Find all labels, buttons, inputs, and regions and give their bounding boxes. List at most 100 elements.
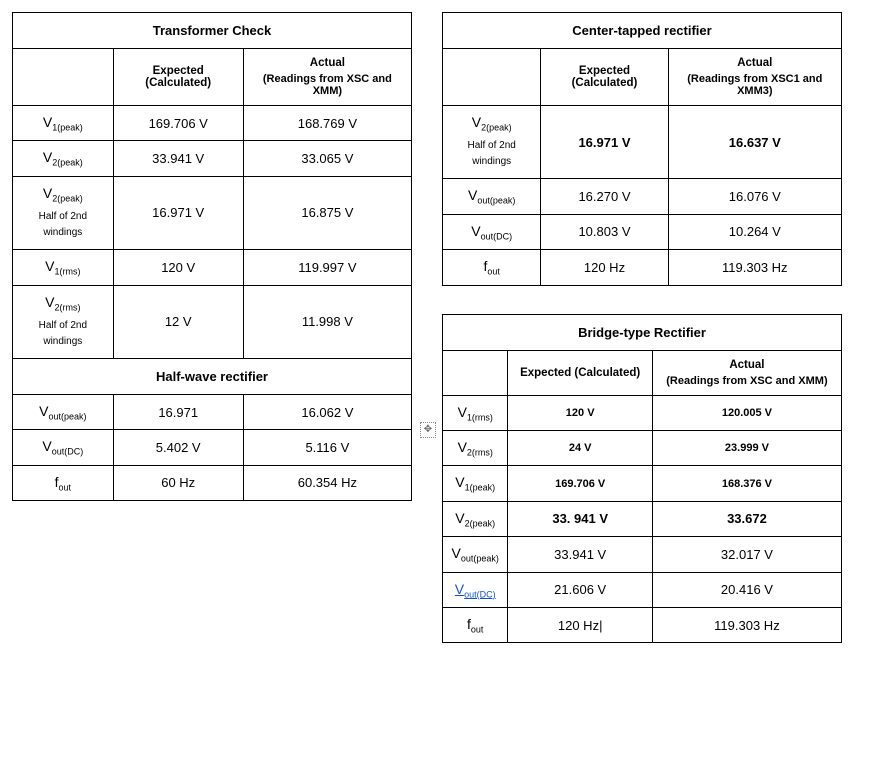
expected-cell: 16.971 V xyxy=(113,176,243,249)
actual-main: Actual xyxy=(310,57,345,69)
actual-cell: 5.116 V xyxy=(243,430,411,465)
param-cell: V1(peak) xyxy=(13,106,114,141)
expected-cell: 5.402 V xyxy=(113,430,243,465)
bridge-title: Bridge-type Rectifier xyxy=(443,314,842,350)
actual-cell: 16.062 V xyxy=(243,394,411,429)
expected-cell[interactable]: 120 Hz xyxy=(508,607,652,642)
expected-cell: 120 V xyxy=(508,395,652,430)
actual-main: Actual xyxy=(737,57,772,69)
table-row: V2(rms)Half of 2nd windings 12 V 11.998 … xyxy=(13,285,412,358)
table-row: V1(rms) 120 V 119.997 V xyxy=(13,250,412,285)
expected-cell: 16.971 xyxy=(113,394,243,429)
table-row: V1(peak) 169.706 V 168.769 V xyxy=(13,106,412,141)
param-cell: Vout(peak) xyxy=(443,537,508,572)
actual-header: Actual (Readings from XSC and XMM) xyxy=(652,350,841,395)
table-row: Vout(peak) 16.270 V 16.076 V xyxy=(443,179,842,214)
expected-cell: 33. 941 V xyxy=(508,501,652,536)
actual-cell: 120.005 V xyxy=(652,395,841,430)
actual-cell: 32.017 V xyxy=(652,537,841,572)
param-cell: V2(peak)Half of 2nd windings xyxy=(443,106,541,179)
expected-cell: 60 Hz xyxy=(113,465,243,500)
param-cell: Vout(peak) xyxy=(443,179,541,214)
actual-cell: 119.997 V xyxy=(243,250,411,285)
expected-cell: 33.941 V xyxy=(508,537,652,572)
param-cell: V1(rms) xyxy=(13,250,114,285)
blank-header xyxy=(443,350,508,395)
header-row: Expected (Calculated) Actual (Readings f… xyxy=(13,49,412,106)
header-row: Expected (Calculated) Actual (Readings f… xyxy=(443,49,842,106)
expected-cell: 21.606 V xyxy=(508,572,652,607)
table-row: Vout(peak) 16.971 16.062 V xyxy=(13,394,412,429)
expected-cell: 33.941 V xyxy=(113,141,243,176)
blank-header xyxy=(13,49,114,106)
right-column: Center-tapped rectifier Expected (Calcul… xyxy=(442,12,842,643)
param-cell: Vout(peak) xyxy=(13,394,114,429)
layout-root: Transformer Check Expected (Calculated) … xyxy=(12,12,869,643)
param-cell: V2(peak) xyxy=(13,141,114,176)
actual-cell: 11.998 V xyxy=(243,285,411,358)
actual-cell: 168.769 V xyxy=(243,106,411,141)
table-title-row: Center-tapped rectifier xyxy=(443,13,842,49)
expected-cell: 24 V xyxy=(508,430,652,465)
expected-cell: 169.706 V xyxy=(113,106,243,141)
actual-sub: (Readings from XSC and XMM) xyxy=(250,73,405,97)
actual-cell: 33.672 xyxy=(652,501,841,536)
table-row: V2(peak)Half of 2nd windings 16.971 V 16… xyxy=(443,106,842,179)
actual-sub: (Readings from XSC1 and XMM3) xyxy=(675,73,835,97)
table-row: Vout(peak) 33.941 V 32.017 V xyxy=(443,537,842,572)
actual-sub: (Readings from XSC and XMM) xyxy=(659,375,835,387)
table-row: V2(rms) 24 V 23.999 V xyxy=(443,430,842,465)
table-row: V2(peak)Half of 2nd windings 16.971 V 16… xyxy=(13,176,412,249)
expected-header: Expected (Calculated) xyxy=(113,49,243,106)
table-title-row: Bridge-type Rectifier xyxy=(443,314,842,350)
expected-cell: 169.706 V xyxy=(508,466,652,501)
expected-cell: 16.270 V xyxy=(541,179,668,214)
param-cell: V1(peak) xyxy=(443,466,508,501)
blank-header xyxy=(443,49,541,106)
param-cell: V2(rms)Half of 2nd windings xyxy=(13,285,114,358)
table-row: V2(peak) 33. 941 V 33.672 xyxy=(443,501,842,536)
param-cell: V2(peak) xyxy=(443,501,508,536)
table-title-row: Transformer Check xyxy=(13,13,412,49)
actual-cell: 10.264 V xyxy=(668,214,841,249)
actual-cell: 16.076 V xyxy=(668,179,841,214)
param-cell: fout xyxy=(443,250,541,285)
param-cell: Vout(DC) xyxy=(443,214,541,249)
param-cell: Vout(DC) xyxy=(443,572,508,607)
transformer-table: Transformer Check Expected (Calculated) … xyxy=(12,12,412,501)
expected-cell: 120 Hz xyxy=(541,250,668,285)
actual-cell: 23.999 V xyxy=(652,430,841,465)
table-anchor-icon[interactable]: ✥ xyxy=(420,422,436,438)
table-row: Vout(DC) 21.606 V 20.416 V xyxy=(443,572,842,607)
table-row: Vout(DC) 5.402 V 5.116 V xyxy=(13,430,412,465)
table-row: V1(peak) 169.706 V 168.376 V xyxy=(443,466,842,501)
actual-cell: 60.354 Hz xyxy=(243,465,411,500)
table-row: V1(rms) 120 V 120.005 V xyxy=(443,395,842,430)
actual-cell: 16.875 V xyxy=(243,176,411,249)
table-row: fout 60 Hz 60.354 Hz xyxy=(13,465,412,500)
expected-cell: 12 V xyxy=(113,285,243,358)
expected-cell: 16.971 V xyxy=(541,106,668,179)
table-row: V2(peak) 33.941 V 33.065 V xyxy=(13,141,412,176)
param-cell: fout xyxy=(443,607,508,642)
param-cell: V2(rms) xyxy=(443,430,508,465)
centertap-title: Center-tapped rectifier xyxy=(443,13,842,49)
param-cell: Vout(DC) xyxy=(13,430,114,465)
actual-header: Actual (Readings from XSC and XMM) xyxy=(243,49,411,106)
actual-header: Actual (Readings from XSC1 and XMM3) xyxy=(668,49,841,106)
table-row: fout 120 Hz 119.303 Hz xyxy=(443,250,842,285)
bridge-table: Bridge-type Rectifier Expected (Calculat… xyxy=(442,314,842,644)
centertap-table: Center-tapped rectifier Expected (Calcul… xyxy=(442,12,842,286)
actual-cell: 16.637 V xyxy=(668,106,841,179)
header-row: Expected (Calculated) Actual (Readings f… xyxy=(443,350,842,395)
expected-header: Expected (Calculated) xyxy=(541,49,668,106)
actual-cell: 119.303 Hz xyxy=(668,250,841,285)
actual-cell: 168.376 V xyxy=(652,466,841,501)
param-cell: V2(peak)Half of 2nd windings xyxy=(13,176,114,249)
actual-cell: 33.065 V xyxy=(243,141,411,176)
param-cell: fout xyxy=(13,465,114,500)
halfwave-title: Half-wave rectifier xyxy=(13,358,412,394)
expected-cell: 120 V xyxy=(113,250,243,285)
table-title-row: Half-wave rectifier xyxy=(13,358,412,394)
actual-cell: 20.416 V xyxy=(652,572,841,607)
